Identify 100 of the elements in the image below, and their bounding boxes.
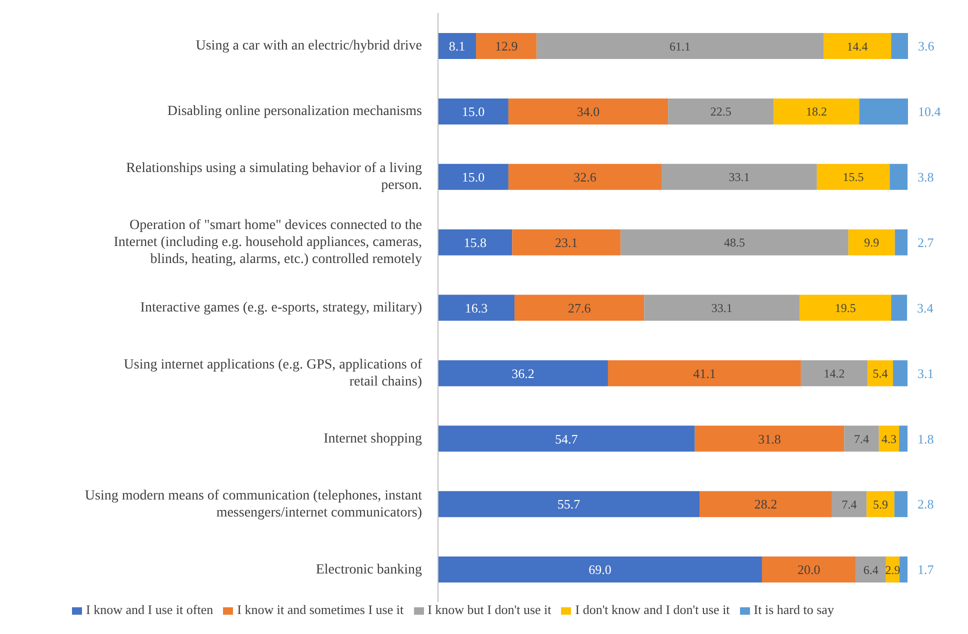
bar <box>868 360 893 386</box>
bar <box>899 426 908 452</box>
data-label: 27.6 <box>568 300 592 316</box>
data-label: 61.1 <box>670 39 691 54</box>
y-tick-label: Using a car with an electric/hybrid drive <box>196 38 422 54</box>
data-label: 15.8 <box>464 234 486 250</box>
data-label: 32.6 <box>574 170 597 185</box>
bar <box>476 33 537 59</box>
data-label: 6.4 <box>863 562 878 577</box>
data-label: 3.1 <box>918 366 934 381</box>
bar <box>894 491 908 518</box>
data-label: 2.7 <box>918 234 934 250</box>
bar <box>762 556 856 583</box>
bar <box>508 98 668 124</box>
data-label: 15.0 <box>462 104 485 120</box>
bar <box>832 491 867 518</box>
bar <box>878 426 900 452</box>
bar <box>891 294 908 321</box>
bar <box>438 491 700 518</box>
y-tick-label: Operation of "smart home" devices connected to the Internet (including e.g. household appliances, cameras, blinds, heating, alarms, etc.) controlled remotely <box>114 218 422 267</box>
data-label: 1.7 <box>918 562 934 578</box>
data-label: 5.4 <box>872 366 888 380</box>
data-label: 3.4 <box>917 300 934 316</box>
data-label: 16.3 <box>464 300 488 316</box>
y-tick-label: Internet shopping <box>324 430 422 446</box>
bar <box>890 164 908 190</box>
bar <box>536 33 824 59</box>
bar <box>661 164 817 190</box>
data-label: 1.8 <box>918 431 934 446</box>
bar <box>438 294 515 321</box>
bar <box>800 294 892 321</box>
legend-label: I know and I use it often <box>86 602 214 617</box>
bar <box>700 491 832 518</box>
data-label: 9.9 <box>864 236 880 250</box>
data-label: 55.7 <box>557 496 581 512</box>
bar <box>438 360 608 386</box>
bar <box>620 229 848 256</box>
bar <box>848 229 895 256</box>
bar <box>438 556 762 583</box>
bar <box>514 294 644 321</box>
data-label: 18.2 <box>806 104 827 119</box>
y-tick-label: Relationships using a simulating behavior of a living person. <box>126 160 422 193</box>
data-label: 5.9 <box>873 497 888 512</box>
data-label: 31.8 <box>758 431 781 446</box>
data-label: 15.5 <box>842 170 864 184</box>
data-label: 33.1 <box>711 301 732 316</box>
data-label: 22.5 <box>710 104 732 119</box>
data-label: 8.1 <box>448 38 466 54</box>
bar <box>866 491 894 518</box>
bar <box>694 426 844 452</box>
y-tick-label: Disabling online personalization mechanisms <box>167 104 422 119</box>
data-label: 34.0 <box>576 104 600 120</box>
data-label: 4.3 <box>881 432 896 446</box>
bar <box>859 98 908 124</box>
data-label: 14.2 <box>824 366 845 380</box>
bar <box>856 556 886 583</box>
data-label: 2.8 <box>918 496 934 512</box>
bar <box>608 360 801 386</box>
data-label: 3.8 <box>918 170 934 185</box>
bar <box>512 229 621 256</box>
bar <box>900 556 908 583</box>
data-label: 54.7 <box>555 431 578 446</box>
bar <box>438 426 695 452</box>
data-label: 3.6 <box>918 38 935 54</box>
bar <box>892 360 908 386</box>
bar <box>438 229 512 256</box>
legend-label: I know but I don't use it <box>428 602 552 617</box>
bar <box>823 33 892 59</box>
bar <box>816 164 890 190</box>
data-label: 33.1 <box>728 170 750 184</box>
data-label: 36.2 <box>512 366 534 381</box>
data-label: 48.5 <box>724 236 746 250</box>
legend-label: I don't know and I don't use it <box>575 602 730 617</box>
data-label: 12.9 <box>494 38 518 54</box>
bar <box>508 164 662 190</box>
data-label: 14.4 <box>846 39 868 54</box>
y-tick-label: Using internet applications (e.g. GPS, applications of retail chains) <box>124 356 422 389</box>
data-label: 28.2 <box>754 496 778 512</box>
bar <box>644 294 800 321</box>
bar <box>438 98 508 124</box>
bar <box>438 33 476 59</box>
bar <box>800 360 868 386</box>
data-label: 23.1 <box>555 234 578 250</box>
data-label: 41.1 <box>693 366 716 381</box>
data-label: 7.4 <box>842 497 857 512</box>
y-tick-label: Electronic banking <box>316 562 422 577</box>
bar <box>438 164 508 190</box>
data-label: 69.0 <box>588 562 612 578</box>
bar <box>844 426 879 452</box>
data-label: 15.0 <box>462 170 485 185</box>
bar <box>668 98 774 124</box>
data-label: 20.0 <box>798 562 820 578</box>
legend-label: It is hard to say <box>754 602 834 617</box>
bar <box>891 33 908 59</box>
y-tick-label: Interactive games (e.g. e-sports, strategy, military) <box>140 300 422 315</box>
legend-label: I know it and sometimes I use it <box>237 602 404 617</box>
data-label: 7.4 <box>854 432 870 446</box>
data-label: 10.4 <box>918 104 942 120</box>
y-tick-label: Using modern means of communication (telephones, instant messengers/internet communicators) <box>84 488 422 520</box>
bar <box>894 229 908 256</box>
